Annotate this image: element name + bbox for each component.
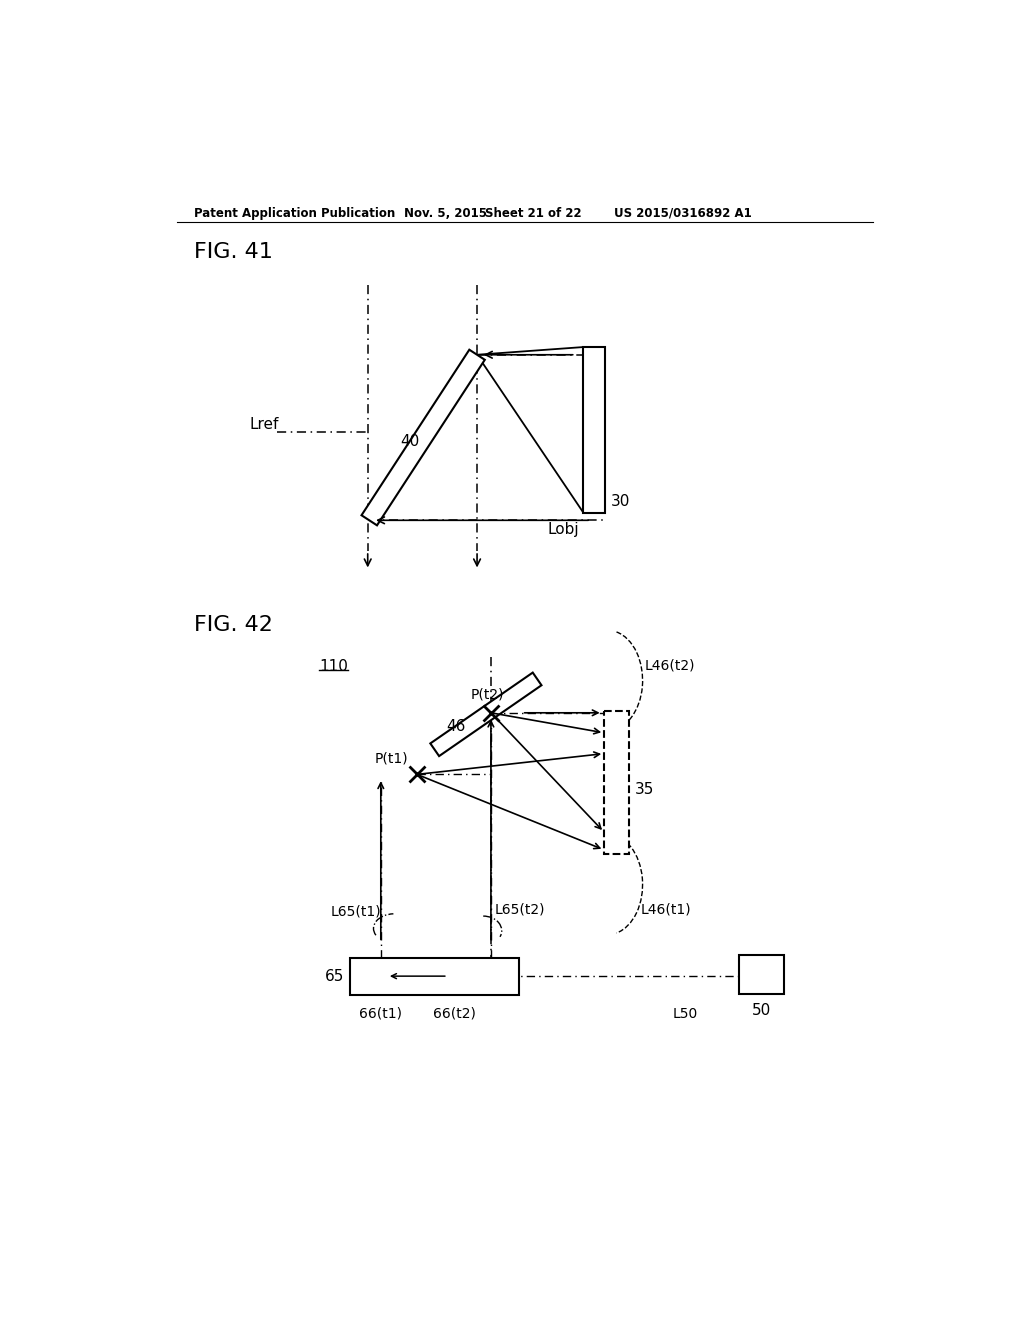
Text: 30: 30 [611,494,631,508]
Text: Patent Application Publication: Patent Application Publication [195,207,395,220]
Text: 50: 50 [752,1003,771,1018]
Bar [584,347,605,512]
Text: L50: L50 [673,1007,697,1020]
Polygon shape [430,673,542,756]
Text: FIG. 41: FIG. 41 [195,242,273,261]
Text: P(t2): P(t2) [470,688,504,701]
Text: 110: 110 [319,659,348,675]
Text: 46: 46 [446,719,466,734]
Text: Lref: Lref [250,417,280,432]
Bar [739,956,783,994]
Polygon shape [361,350,484,525]
Text: P(t1): P(t1) [374,751,408,766]
Text: Nov. 5, 2015: Nov. 5, 2015 [403,207,486,220]
Text: Lobj: Lobj [548,521,580,537]
Bar [350,958,519,995]
Text: L46(t2): L46(t2) [644,659,694,672]
Text: L46(t1): L46(t1) [641,902,691,916]
Text: 65: 65 [325,969,344,983]
Text: 35: 35 [635,783,654,797]
Text: L65(t2): L65(t2) [495,903,545,917]
Text: L65(t1): L65(t1) [331,904,381,919]
Text: 40: 40 [400,434,419,449]
Bar [604,711,629,854]
Text: Sheet 21 of 22: Sheet 21 of 22 [484,207,582,220]
Text: US 2015/0316892 A1: US 2015/0316892 A1 [614,207,752,220]
Text: 66(t2): 66(t2) [432,1007,475,1020]
Text: FIG. 42: FIG. 42 [195,615,273,635]
Text: 66(t1): 66(t1) [359,1007,402,1020]
